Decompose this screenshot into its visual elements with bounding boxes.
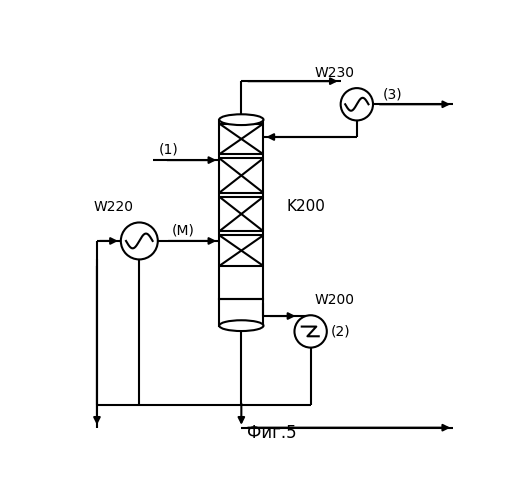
Text: (3): (3) — [383, 88, 402, 102]
Circle shape — [295, 316, 327, 348]
Ellipse shape — [219, 320, 263, 331]
Circle shape — [121, 222, 158, 260]
Text: K200: K200 — [287, 199, 326, 214]
Bar — [219, 120, 263, 298]
Text: (2): (2) — [331, 324, 350, 338]
Ellipse shape — [219, 114, 263, 125]
Text: W200: W200 — [314, 293, 355, 307]
Circle shape — [341, 88, 373, 120]
Text: Фиг.5: Фиг.5 — [247, 424, 297, 442]
Text: (1): (1) — [158, 142, 178, 156]
Bar — [219, 298, 263, 326]
Text: (M): (M) — [172, 224, 195, 237]
Text: W230: W230 — [314, 66, 355, 80]
Text: W220: W220 — [94, 200, 134, 214]
